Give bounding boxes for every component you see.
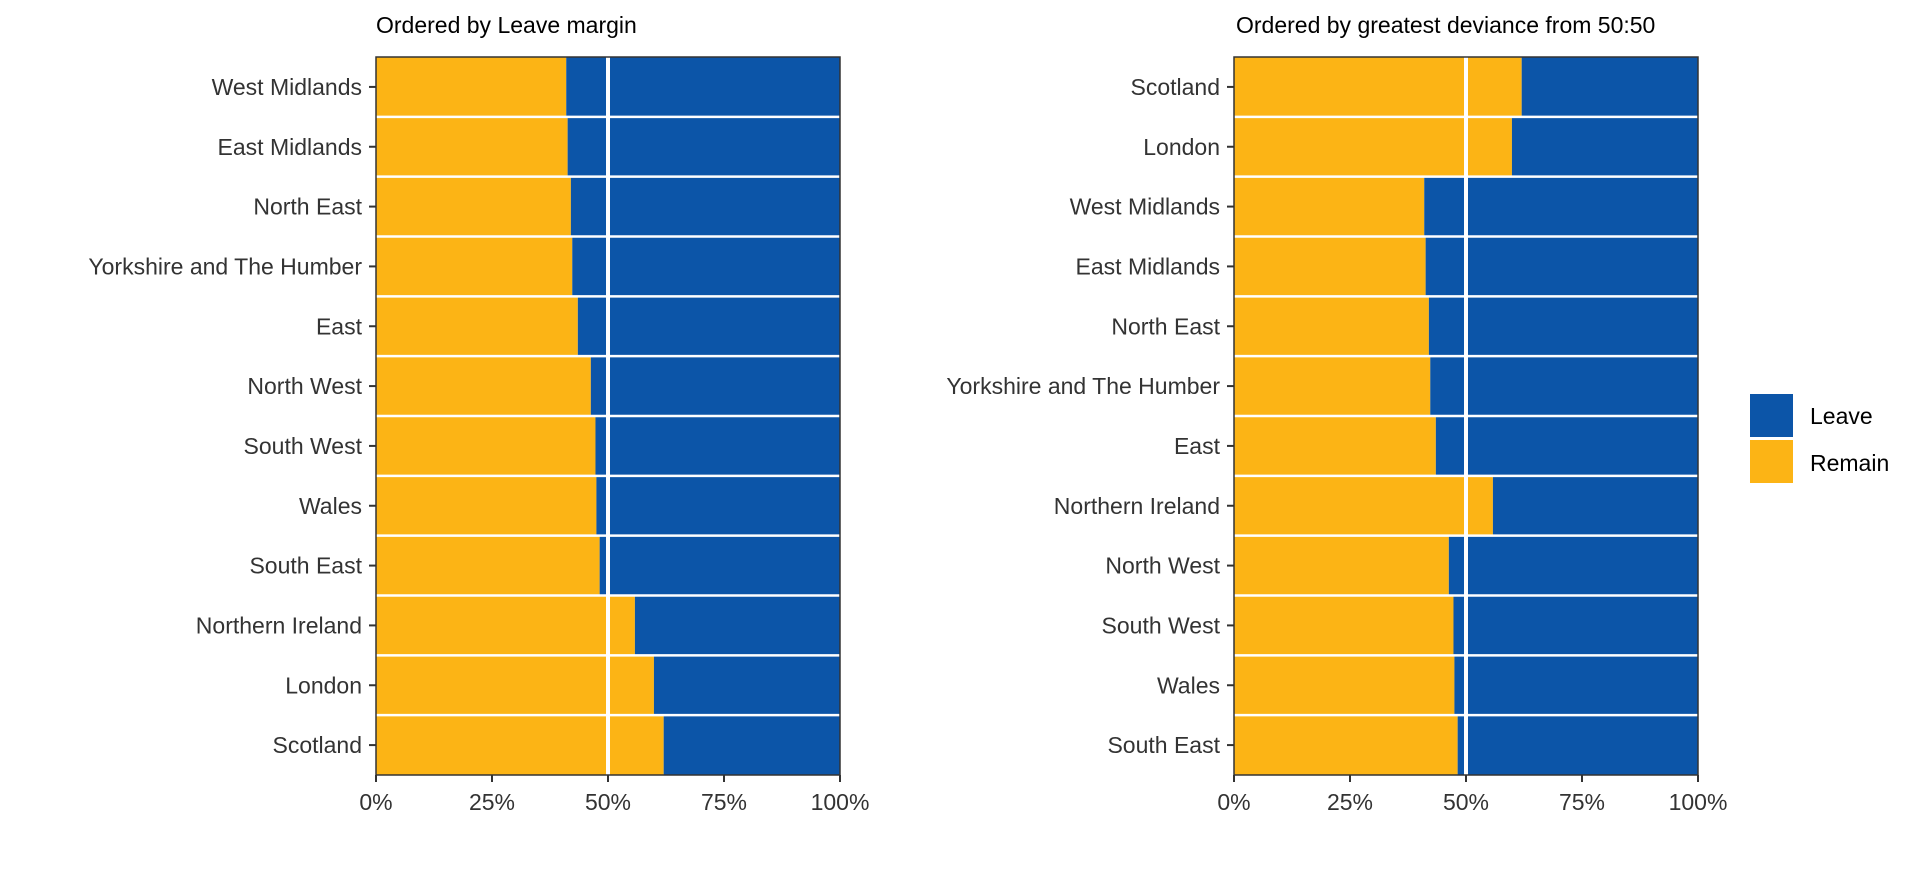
- bar-remain-left-7: [376, 475, 597, 536]
- panel-right-title: Ordered by greatest deviance from 50:50: [1236, 12, 1655, 38]
- bar-leave-right-9: [1453, 595, 1698, 656]
- bar-leave-right-10: [1454, 655, 1698, 716]
- bar-leave-left-8: [599, 535, 840, 596]
- bar-leave-right-6: [1435, 416, 1698, 476]
- bar-leave-left-0: [566, 57, 840, 117]
- bar-remain-left-5: [376, 356, 591, 416]
- bar-leave-left-9: [634, 595, 840, 656]
- x-tick-label-left-4: 100%: [811, 789, 870, 815]
- y-tick-label-right-8: North West: [1105, 553, 1220, 579]
- y-tick-label-left-11: Scotland: [272, 732, 362, 758]
- bar-leave-right-8: [1448, 535, 1698, 596]
- y-tick-label-left-3: Yorkshire and The Humber: [88, 253, 362, 279]
- bar-remain-left-3: [376, 236, 573, 297]
- bar-remain-right-11: [1234, 715, 1458, 775]
- bar-leave-right-3: [1425, 236, 1698, 297]
- x-tick-label-right-3: 75%: [1559, 789, 1605, 815]
- y-tick-label-right-1: London: [1143, 134, 1220, 160]
- x-tick-label-right-0: 0%: [1217, 789, 1250, 815]
- bar-leave-right-7: [1492, 475, 1698, 536]
- bar-leave-left-1: [567, 116, 840, 177]
- bar-remain-left-11: [376, 715, 664, 775]
- y-tick-label-right-7: Northern Ireland: [1054, 493, 1220, 519]
- bar-remain-right-5: [1234, 356, 1431, 416]
- bar-leave-left-3: [572, 236, 840, 297]
- bar-remain-right-0: [1234, 57, 1522, 117]
- legend-label-remain: Remain: [1810, 450, 1889, 476]
- y-tick-label-right-4: North East: [1111, 313, 1220, 339]
- x-tick-label-right-1: 25%: [1327, 789, 1373, 815]
- x-tick-label-right-4: 100%: [1669, 789, 1728, 815]
- bar-leave-left-7: [596, 475, 840, 536]
- y-tick-label-right-10: Wales: [1157, 672, 1220, 698]
- y-tick-label-left-1: East Midlands: [218, 134, 362, 160]
- x-tick-label-right-2: 50%: [1443, 789, 1489, 815]
- panel-left-title: Ordered by Leave margin: [376, 12, 637, 38]
- bar-leave-right-2: [1424, 176, 1698, 237]
- bar-remain-right-9: [1234, 595, 1454, 656]
- y-tick-label-right-3: East Midlands: [1076, 253, 1220, 279]
- bar-leave-left-6: [595, 416, 840, 476]
- x-tick-label-left-2: 50%: [585, 789, 631, 815]
- y-tick-label-left-8: South East: [249, 553, 362, 579]
- bar-leave-right-5: [1430, 356, 1698, 416]
- bar-leave-right-0: [1521, 57, 1698, 117]
- bar-remain-right-7: [1234, 475, 1493, 536]
- y-tick-label-left-9: Northern Ireland: [196, 612, 362, 638]
- x-tick-label-left-1: 25%: [469, 789, 515, 815]
- bar-leave-left-2: [570, 176, 840, 237]
- bar-remain-left-9: [376, 595, 635, 656]
- y-tick-label-right-0: Scotland: [1130, 74, 1220, 100]
- bar-remain-right-1: [1234, 116, 1512, 177]
- panel-left: Ordered by Leave margin West Midlands Eas…: [88, 12, 869, 815]
- bar-remain-left-4: [376, 296, 578, 357]
- y-tick-label-left-6: South West: [244, 433, 363, 459]
- y-tick-label-left-4: East: [316, 313, 363, 339]
- bar-leave-right-11: [1457, 715, 1698, 775]
- legend: Leave Remain: [1750, 394, 1889, 483]
- bar-leave-left-10: [653, 655, 840, 716]
- bar-leave-left-4: [577, 296, 840, 357]
- panel-right: Ordered by greatest deviance from 50:50 …: [946, 12, 1727, 815]
- bar-remain-right-10: [1234, 655, 1455, 716]
- bar-remain-left-2: [376, 176, 571, 237]
- panel-right-plot: Scotland London West Midlands East Midlands…: [946, 56, 1728, 815]
- y-tick-label-right-5: Yorkshire and The Humber: [946, 373, 1220, 399]
- bar-leave-right-1: [1511, 116, 1698, 177]
- y-tick-label-left-5: North West: [247, 373, 362, 399]
- y-tick-label-left-7: Wales: [299, 493, 362, 519]
- bar-remain-right-2: [1234, 176, 1425, 237]
- y-tick-label-left-2: North East: [253, 194, 362, 220]
- y-tick-label-right-11: South East: [1107, 732, 1220, 758]
- legend-label-leave: Leave: [1810, 403, 1873, 429]
- bar-leave-left-11: [663, 715, 840, 775]
- y-tick-label-left-10: London: [285, 672, 362, 698]
- y-tick-label-right-9: South West: [1102, 612, 1221, 638]
- bar-remain-left-0: [376, 57, 567, 117]
- legend-key-remain: [1750, 440, 1793, 483]
- bar-remain-right-4: [1234, 296, 1429, 357]
- bar-remain-right-3: [1234, 236, 1426, 297]
- legend-key-leave: [1750, 394, 1793, 437]
- y-tick-label-right-6: East: [1174, 433, 1221, 459]
- bar-remain-right-6: [1234, 416, 1436, 476]
- y-tick-label-left-0: West Midlands: [212, 74, 362, 100]
- bar-remain-left-6: [376, 416, 596, 476]
- x-tick-label-left-3: 75%: [701, 789, 747, 815]
- bar-remain-left-1: [376, 116, 568, 177]
- bar-remain-right-8: [1234, 535, 1449, 596]
- bar-leave-left-5: [590, 356, 840, 416]
- x-tick-label-left-0: 0%: [359, 789, 392, 815]
- bar-remain-left-8: [376, 535, 600, 596]
- bar-leave-right-4: [1428, 296, 1698, 357]
- panel-left-plot: West Midlands East Midlands North East York…: [88, 56, 870, 815]
- bar-remain-left-10: [376, 655, 654, 716]
- y-tick-label-right-2: West Midlands: [1070, 194, 1220, 220]
